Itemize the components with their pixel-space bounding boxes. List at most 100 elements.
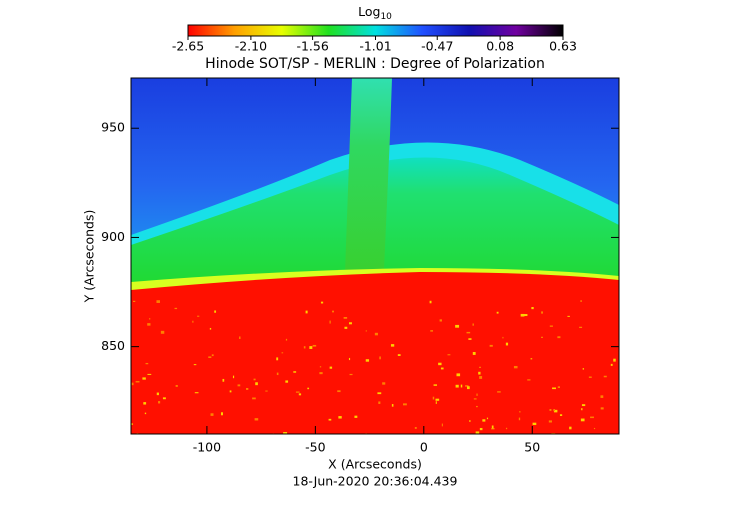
speckle: [472, 323, 474, 326]
speckle: [491, 427, 495, 430]
speckle: [174, 307, 178, 310]
speckle: [193, 364, 197, 366]
speckle: [281, 352, 284, 354]
image: [131, 78, 619, 434]
speckle: [479, 376, 483, 379]
speckle: [156, 392, 159, 396]
speckle: [613, 358, 616, 362]
x-tick-label: 50: [524, 440, 540, 455]
speckle: [149, 318, 151, 320]
speckle: [349, 373, 353, 376]
speckle: [295, 391, 300, 393]
speckle: [214, 310, 217, 313]
speckle: [253, 378, 256, 381]
speckle: [365, 330, 367, 332]
speckle: [440, 367, 444, 370]
speckle: [348, 357, 351, 361]
speckle: [303, 346, 306, 349]
colorbar-title-subscript: 10: [380, 12, 392, 22]
speckle: [252, 397, 256, 400]
speckle: [145, 362, 149, 365]
speckle: [476, 393, 478, 396]
speckle: [374, 332, 378, 336]
speckle: [549, 409, 552, 411]
speckle: [505, 342, 509, 346]
speckle: [246, 388, 249, 390]
colorbar-tick-label: 0.63: [549, 39, 577, 54]
speckle: [553, 408, 555, 412]
speckle: [489, 344, 493, 347]
speckle: [329, 366, 333, 369]
x-axis-title: X (Arcseconds): [328, 457, 422, 472]
speckle: [265, 390, 268, 392]
speckle: [429, 300, 432, 304]
y-tick-label: 900: [101, 229, 125, 244]
speckle: [532, 422, 537, 426]
speckle: [610, 363, 613, 366]
speckle: [309, 346, 313, 349]
speckle: [254, 418, 259, 421]
speckle: [433, 384, 438, 386]
speckle: [232, 375, 235, 379]
speckle: [456, 373, 461, 377]
speckle: [293, 371, 297, 373]
speckle: [455, 384, 459, 388]
speckle: [455, 324, 460, 328]
speckle: [552, 387, 556, 390]
speckle: [197, 315, 200, 317]
speckle: [319, 366, 322, 368]
speckle: [531, 307, 534, 310]
speckle: [581, 404, 586, 407]
speckle: [365, 359, 370, 362]
speckle: [354, 415, 358, 418]
speckle: [194, 392, 199, 394]
speckle: [530, 358, 533, 360]
speckle: [192, 320, 194, 323]
speckle: [209, 327, 212, 330]
speckle: [559, 414, 563, 416]
speckle: [220, 412, 223, 416]
speckle: [162, 397, 166, 400]
speckle: [520, 313, 525, 317]
speckle: [229, 390, 232, 393]
speckle: [319, 372, 323, 375]
speckle: [505, 427, 508, 430]
speckle: [600, 395, 604, 398]
speckle: [348, 322, 352, 325]
plot-frame: [130, 77, 620, 435]
speckle: [131, 382, 134, 386]
speckle: [337, 390, 341, 393]
speckle: [378, 401, 381, 404]
colorbar-title-text: Log: [358, 4, 380, 19]
speckle: [312, 344, 317, 347]
x-tick-label: -100: [193, 440, 221, 455]
speckle: [548, 420, 552, 423]
speckle: [527, 379, 531, 381]
speckle: [549, 325, 553, 327]
speckle: [465, 385, 469, 387]
speckle: [469, 420, 471, 422]
speckle: [239, 336, 241, 339]
speckle: [472, 351, 476, 355]
speckle: [466, 331, 471, 334]
speckle: [523, 314, 528, 317]
speckle: [344, 326, 348, 329]
speckle: [441, 423, 443, 427]
speckle: [142, 377, 146, 380]
speckle: [593, 427, 596, 430]
speckle: [131, 423, 133, 425]
x-tick-label: 0: [420, 440, 428, 455]
speckle: [391, 404, 394, 407]
speckle: [476, 405, 478, 408]
speckle: [402, 403, 407, 406]
speckle: [135, 381, 140, 383]
speckle: [447, 354, 451, 356]
speckle: [588, 376, 592, 378]
colorbar-tick-label: -0.47: [421, 39, 453, 54]
speckle: [496, 311, 499, 314]
speckle: [276, 357, 279, 361]
speckle: [144, 412, 147, 415]
speckle: [541, 336, 543, 338]
speckle: [237, 384, 241, 387]
